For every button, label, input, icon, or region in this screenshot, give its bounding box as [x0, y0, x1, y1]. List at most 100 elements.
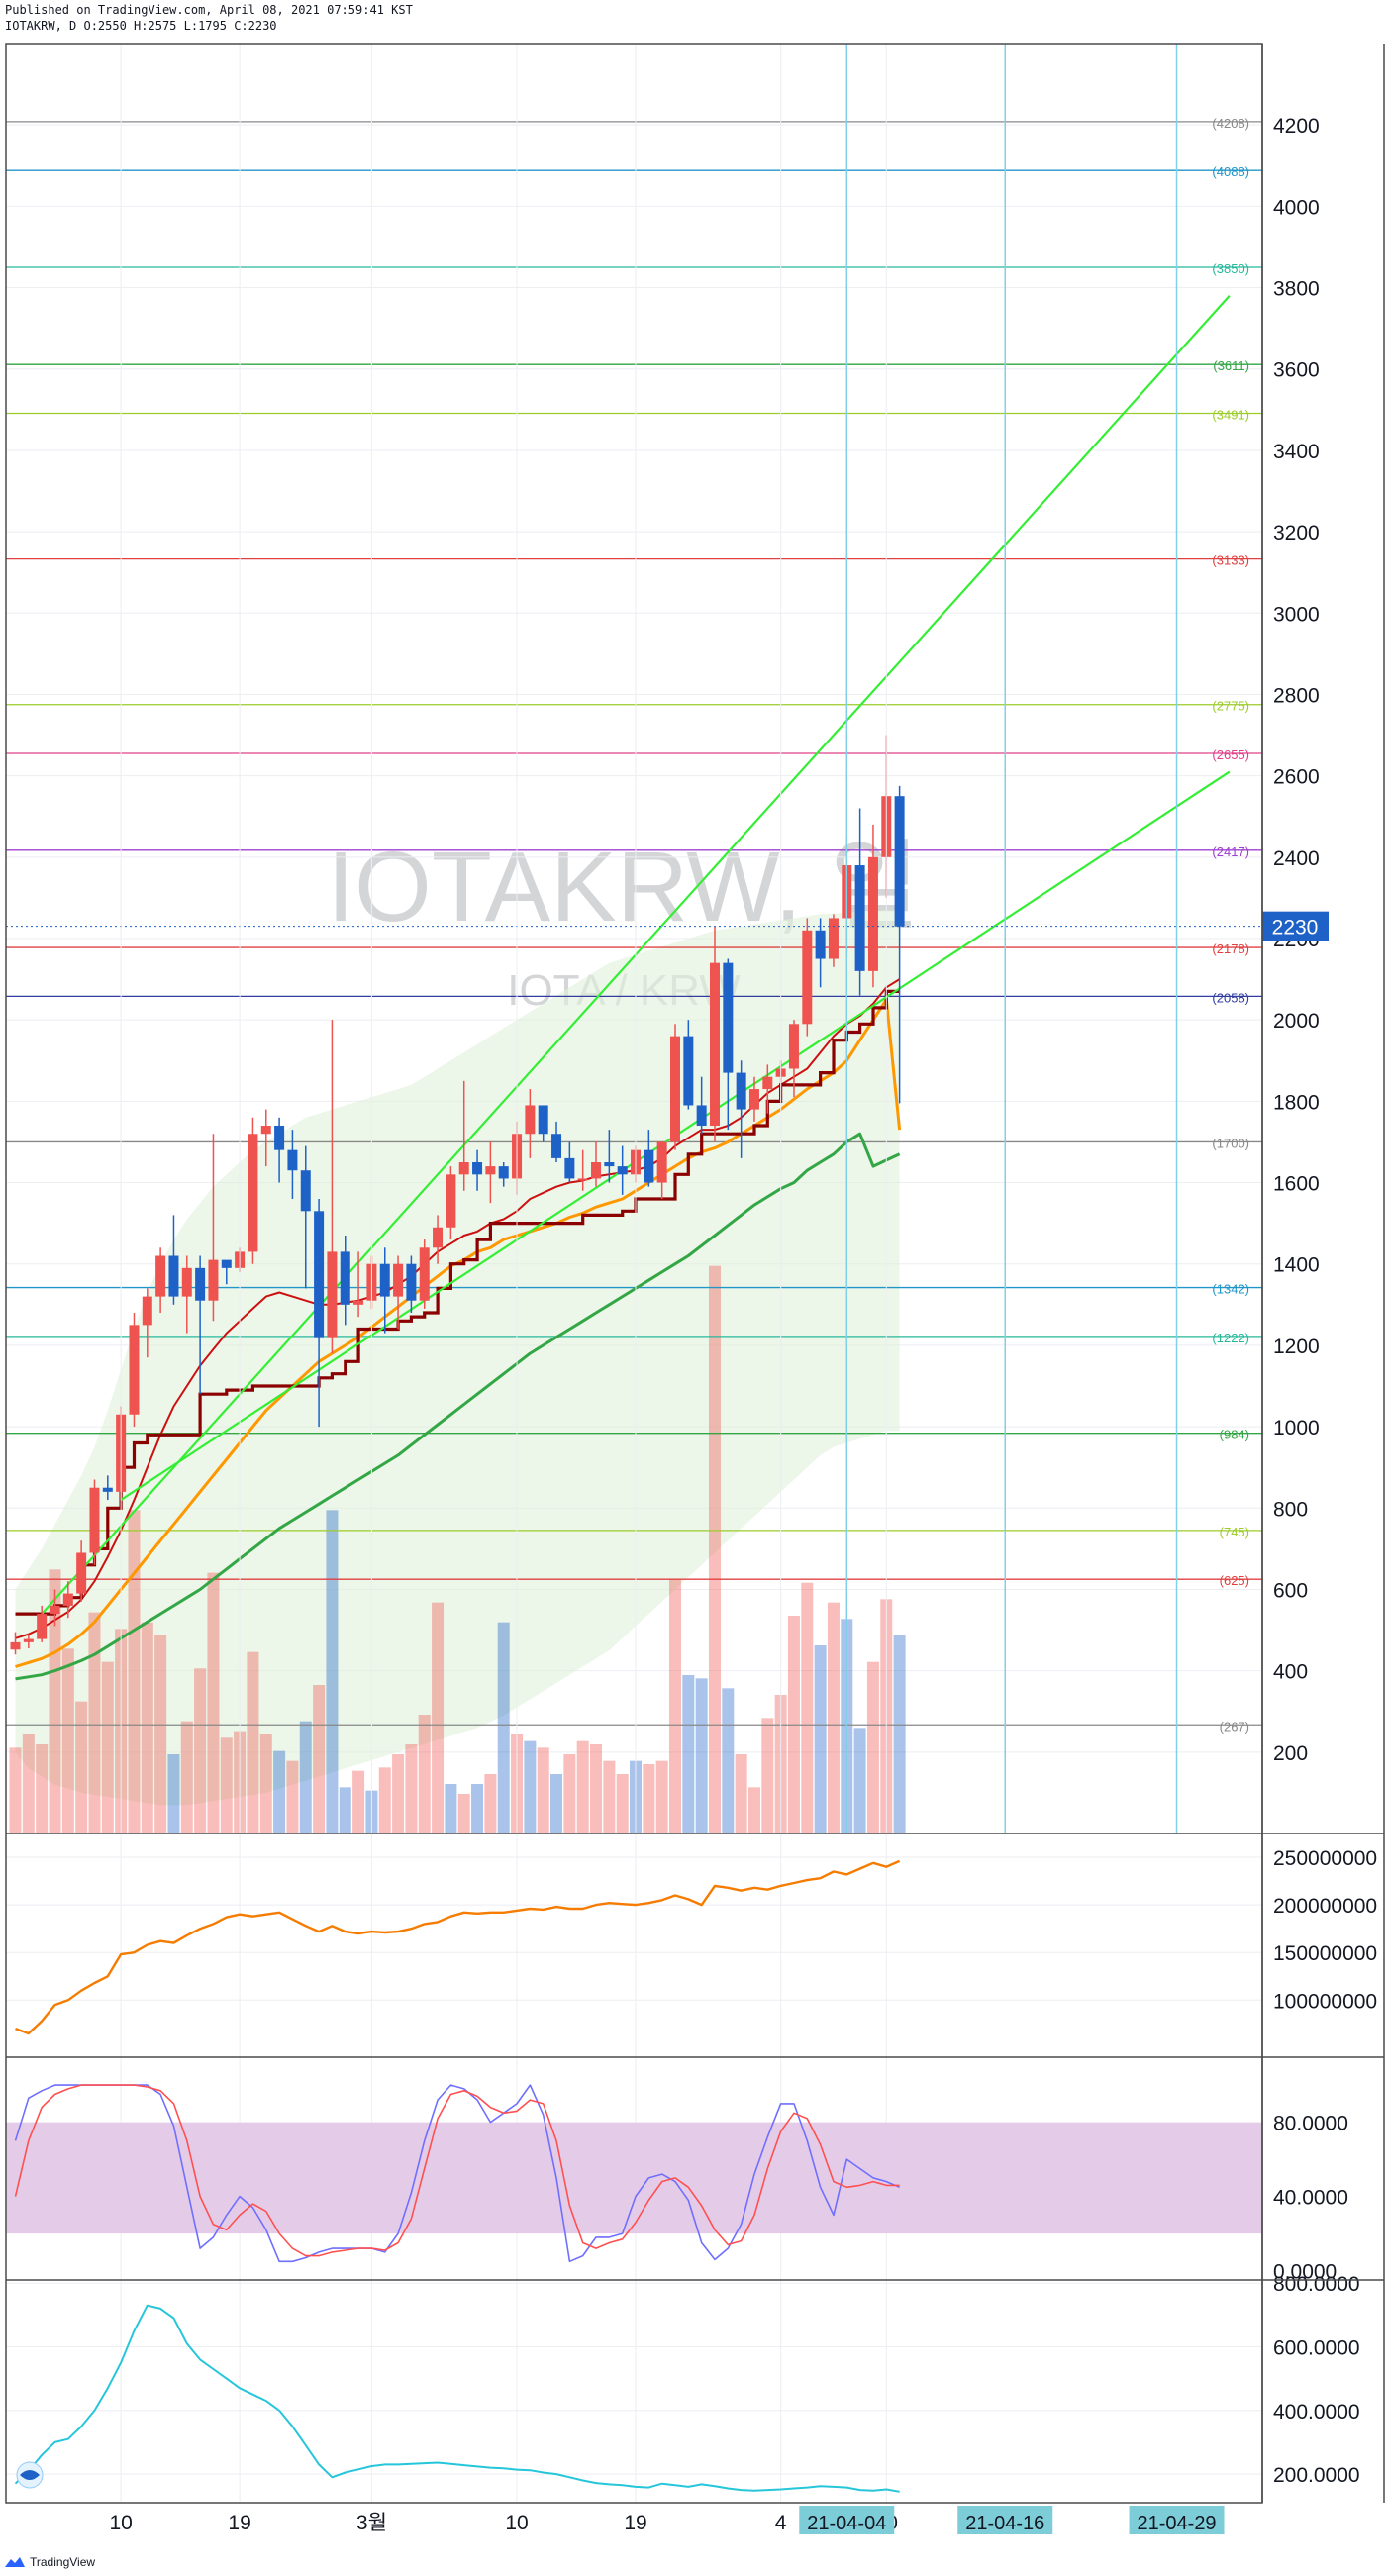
volume-bar	[378, 1767, 391, 1833]
symbol-ohlc-caption: IOTAKRW, D O:2550 H:2575 L:1795 C:2230	[5, 19, 277, 33]
time-axis-label: 19	[624, 2512, 646, 2534]
volume-bar	[497, 1622, 510, 1833]
candle-body	[260, 1126, 271, 1135]
volume-bar	[537, 1747, 549, 1833]
volume-bar	[128, 1510, 141, 1833]
volume-bar	[550, 1774, 563, 1833]
candle-body	[617, 1166, 628, 1175]
candle-body	[748, 1089, 759, 1110]
volume-bar	[339, 1787, 351, 1833]
candle-body	[102, 1487, 113, 1492]
candle-body	[340, 1251, 350, 1305]
candle-body	[287, 1149, 298, 1171]
level-label: (267)	[1220, 1719, 1249, 1734]
candle-body	[37, 1614, 48, 1639]
cumulative-axis-label: 200000000	[1273, 1895, 1377, 1918]
volume-bar	[761, 1718, 774, 1833]
level-label: (1700)	[1212, 1136, 1249, 1150]
price-axis-label: 400	[1273, 1661, 1308, 1684]
volume-bar	[457, 1794, 470, 1833]
candle-body	[76, 1552, 87, 1594]
volume-bar	[814, 1645, 827, 1833]
volume-bar	[418, 1715, 431, 1833]
candle-body	[525, 1105, 536, 1135]
price-axis-label: 3000	[1273, 603, 1320, 626]
volume-bar	[695, 1678, 708, 1833]
cumulative-axis-label: 100000000	[1273, 1990, 1377, 2013]
volume-bar	[259, 1734, 272, 1833]
volume-bar	[61, 1648, 74, 1833]
candle-body	[23, 1638, 34, 1642]
candle-body	[604, 1162, 615, 1167]
volume-bar	[194, 1668, 207, 1833]
level-label: (3133)	[1212, 553, 1249, 568]
level-label: (2178)	[1212, 941, 1249, 956]
date-marker-label: 21-04-16	[965, 2513, 1044, 2534]
volume-bar	[655, 1760, 668, 1833]
price-axis-label: 4200	[1273, 115, 1320, 138]
volume-bar	[88, 1612, 101, 1833]
candle-body	[670, 1036, 680, 1142]
level-label: (3491)	[1212, 408, 1249, 423]
level-label: (4208)	[1212, 116, 1249, 131]
cumulative-axis-label: 150000000	[1273, 1942, 1377, 1965]
price-axis-label: 1800	[1273, 1091, 1320, 1114]
level-label: (1222)	[1212, 1331, 1249, 1345]
candle-body	[644, 1149, 654, 1183]
candle-body	[168, 1255, 179, 1297]
candle-body	[274, 1126, 285, 1150]
volume-bar	[708, 1265, 721, 1833]
tradingview-logo-icon	[5, 2557, 25, 2567]
volume-bar	[827, 1602, 840, 1833]
volume-bar	[273, 1750, 286, 1833]
price-axis-label: 1400	[1273, 1254, 1320, 1277]
candle-body	[300, 1170, 311, 1212]
candle-body	[50, 1605, 60, 1615]
eye-icon-shape	[20, 2470, 40, 2480]
oscillator-axis-label: 600.0000	[1273, 2337, 1360, 2360]
level-label: (2775)	[1212, 699, 1249, 714]
candle-body	[221, 1259, 232, 1268]
candle-body	[867, 856, 878, 971]
volume-bar	[893, 1635, 906, 1833]
volume-bar	[484, 1774, 497, 1833]
price-axis-label: 2600	[1273, 766, 1320, 789]
candle-body	[828, 918, 839, 959]
ma-green-line	[15, 1132, 901, 1681]
candle-body	[551, 1134, 562, 1158]
candle-body	[815, 930, 826, 959]
volume-bar	[563, 1754, 576, 1833]
cumulative-axis-label: 250000000	[1273, 1847, 1377, 1870]
level-label: (3611)	[1213, 358, 1249, 373]
candle-body	[894, 796, 905, 927]
candle-body	[472, 1162, 483, 1175]
volume-bar	[471, 1784, 484, 1833]
volume-bar	[801, 1582, 814, 1833]
candle-body	[208, 1259, 219, 1301]
volume-bar	[180, 1721, 193, 1833]
volume-bar	[207, 1572, 220, 1833]
stoch-pane-content	[6, 2084, 1262, 2263]
oscillator-axis-label: 400.0000	[1273, 2401, 1360, 2424]
price-axis-label: 600	[1273, 1579, 1308, 1602]
candle-body	[723, 962, 734, 1073]
volume-bar	[669, 1579, 681, 1833]
volume-bar	[603, 1760, 616, 1833]
ma-step-line	[15, 989, 900, 1616]
candle-body	[353, 1300, 364, 1305]
volume-bar	[682, 1675, 695, 1833]
current-price-label: 2230	[1272, 917, 1319, 940]
date-marker-tag	[799, 2506, 895, 2534]
candle-body	[129, 1325, 140, 1415]
candle-body	[62, 1593, 73, 1606]
volume-bar	[36, 1744, 49, 1833]
current-price-tag	[1262, 911, 1329, 941]
time-axis-label: 19	[228, 2512, 250, 2534]
time-axis-label: 3월	[356, 2512, 387, 2534]
volume-bar	[445, 1784, 457, 1833]
level-label: (4088)	[1212, 164, 1249, 179]
level-label: (2058)	[1212, 990, 1249, 1005]
volume-bar	[299, 1721, 312, 1833]
volume-bar	[326, 1510, 339, 1833]
